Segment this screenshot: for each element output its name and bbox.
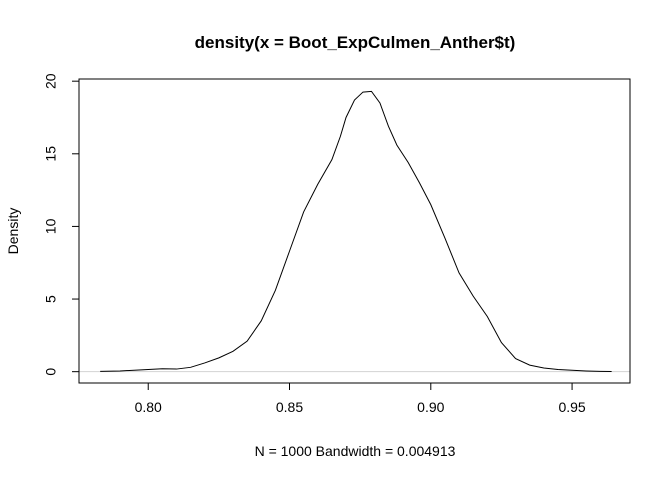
x-tick-label: 0.95 bbox=[558, 399, 585, 415]
y-axis-label: Density bbox=[5, 208, 21, 255]
plot-frame bbox=[78, 78, 631, 384]
x-tick-label: 0.80 bbox=[135, 399, 162, 415]
x-tick-label: 0.90 bbox=[417, 399, 444, 415]
y-tick-label: 0 bbox=[43, 368, 59, 376]
x-axis: 0.80 0.85 0.90 0.95 bbox=[135, 382, 586, 415]
x-axis-label: N = 1000 Bandwidth = 0.004913 bbox=[255, 443, 456, 459]
chart-title: density(x = Boot_ExpCulmen_Anther$t) bbox=[195, 33, 516, 52]
y-tick-label: 20 bbox=[43, 73, 59, 89]
y-tick-label: 5 bbox=[43, 295, 59, 303]
y-axis: 0 5 10 15 20 bbox=[43, 73, 80, 376]
x-tick-label: 0.85 bbox=[276, 399, 303, 415]
y-tick-label: 15 bbox=[43, 146, 59, 162]
density-curve bbox=[100, 90, 612, 373]
y-tick-label: 10 bbox=[43, 218, 59, 234]
